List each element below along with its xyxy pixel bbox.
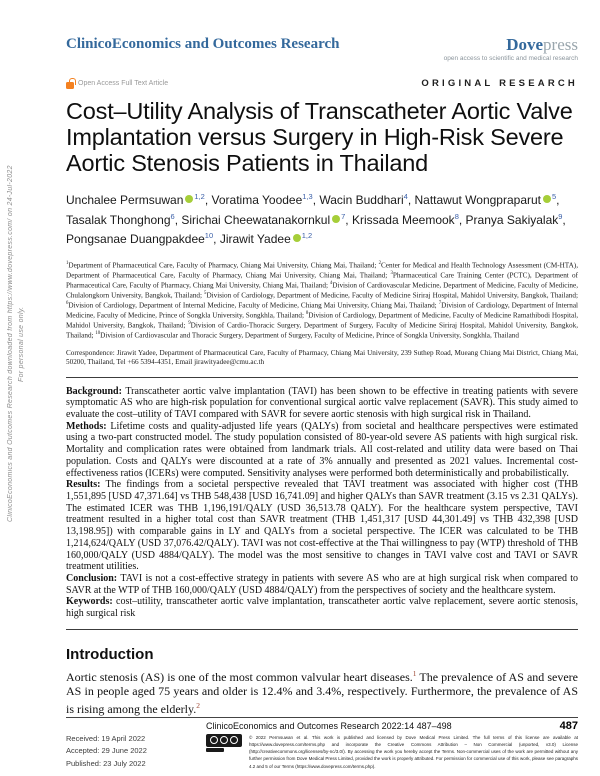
cc-by-icon <box>220 736 228 744</box>
journal-name-link[interactable]: ClinicoEconomics and Outcomes Research <box>66 36 340 52</box>
author: Pongsanae Duangpakdee10 <box>66 231 220 246</box>
orcid-icon[interactable] <box>543 195 551 203</box>
orcid-icon[interactable] <box>332 214 341 223</box>
received-date: Received: 19 April 2022 <box>66 733 146 743</box>
author: Pranya Sakiyalak9 <box>466 212 566 227</box>
citation-row: ClinicoEconomics and Outcomes Research 2… <box>206 720 578 732</box>
page-footer: Received: 19 April 2022 Accepted: 29 Jun… <box>66 716 578 771</box>
open-access-label: Open Access Full Text Article <box>78 80 169 87</box>
article-title: Cost–Utility Analysis of Transcatheter A… <box>66 98 573 176</box>
citation-ref[interactable]: 1 <box>412 668 417 678</box>
open-lock-icon <box>66 77 76 89</box>
article-dates: Received: 19 April 2022 Accepted: 29 Jun… <box>66 720 194 771</box>
author: Krissada Meemook8 <box>352 212 466 227</box>
abstract: Background: Transcatheter aortic valve i… <box>66 386 578 620</box>
email-link[interactable]: jirawityadee@cmu.ac.th <box>194 357 265 366</box>
abstract-results: Results: The findings from a societal pe… <box>66 479 578 573</box>
page-number: 487 <box>559 719 578 732</box>
affiliations: 1Department of Pharmaceutical Care, Facu… <box>66 260 579 340</box>
abstract-background: Background: Transcatheter aortic valve i… <box>66 385 578 421</box>
accepted-date: Accepted: 29 June 2022 <box>66 746 147 755</box>
abstract-conclusion: Conclusion: TAVI is not a cost-effective… <box>66 572 578 596</box>
cc-by-nc-bar <box>206 747 224 752</box>
cc-license-icon[interactable] <box>206 733 244 752</box>
open-access-badge[interactable]: Open Access Full Text Article <box>66 77 169 89</box>
citation-ref[interactable]: 2 <box>196 700 200 710</box>
orcid-icon[interactable] <box>292 234 301 242</box>
author: Voratima Yoodee1,3 <box>212 192 320 207</box>
orcid-icon[interactable] <box>185 195 194 203</box>
license-row: © 2022 Permsuwan et al. This work is pub… <box>206 733 578 770</box>
abstract-methods: Methods: Lifetime costs and quality-adju… <box>66 420 578 479</box>
journal-citation: ClinicoEconomics and Outcomes Research 2… <box>206 720 452 731</box>
cc-nc-icon <box>230 736 238 744</box>
article-meta-row: Open Access Full Text Article ORIGINAL R… <box>66 77 578 89</box>
license-text: © 2022 Permsuwan et al. This work is pub… <box>249 734 578 769</box>
footer-row: Received: 19 April 2022 Accepted: 29 Jun… <box>66 720 578 771</box>
published-date: Published: 23 July 2022 <box>66 758 146 768</box>
dovepress-logo[interactable]: Dovepress open access to scientific and … <box>444 36 578 62</box>
article-type-label: ORIGINAL RESEARCH <box>421 78 578 89</box>
correspondence: Correspondence: Jirawit Yadee, Departmen… <box>66 349 578 366</box>
author: Nattawut Wongpraparut 5 <box>414 192 559 207</box>
abstract-keywords: Keywords: cost–utility, transcatheter ao… <box>66 596 578 620</box>
author: Tasalak Thonghong6 <box>66 212 181 227</box>
dovepress-tagline: open access to scientific and medical re… <box>443 55 578 62</box>
author: Sirichai Cheewatanakornkul 7 <box>181 212 352 227</box>
correspondence-label: Correspondence: <box>66 349 117 358</box>
introduction-paragraph: Aortic stenosis (AS) is one of the most … <box>66 668 579 716</box>
dovepress-wordmark: Dovepress <box>506 35 578 54</box>
masthead: ClinicoEconomics and Outcomes Research D… <box>66 36 578 62</box>
author: Jirawit Yadee 1,2 <box>219 231 313 246</box>
section-heading-introduction: Introduction <box>66 645 154 663</box>
footer-divider <box>66 716 578 718</box>
author: Wacin Buddhari4 <box>319 192 414 207</box>
cc-icon <box>210 736 218 744</box>
divider <box>66 376 578 378</box>
footer-right: ClinicoEconomics and Outcomes Research 2… <box>206 720 578 771</box>
divider <box>66 628 578 630</box>
author: Unchalee Permsuwan 1,2 <box>66 192 212 207</box>
